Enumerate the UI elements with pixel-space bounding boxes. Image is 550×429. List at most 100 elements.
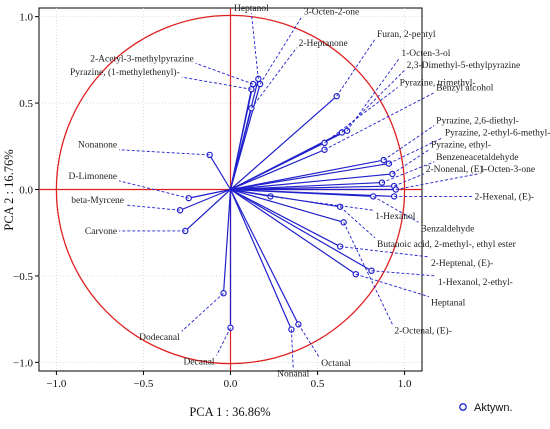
label-leader [371, 270, 436, 277]
label-leader [336, 38, 376, 97]
loading-vector [230, 188, 344, 223]
loading-vector [230, 173, 393, 191]
label-leader [181, 292, 224, 332]
point-label: 2-Acetyl-3-methylpyrazine [90, 54, 193, 64]
point-label: 1-Hexanol [375, 212, 415, 222]
legend-marker [459, 403, 467, 411]
label-leader [373, 196, 419, 223]
loading-point [370, 193, 377, 200]
loading-vector [230, 149, 325, 191]
label-leader [181, 76, 252, 90]
y-axis-title: PCA 2 : 16.76% [2, 149, 16, 230]
label-leader [195, 62, 254, 85]
label-leader [381, 161, 435, 184]
label-leader [118, 180, 189, 199]
loading-vector [230, 181, 382, 191]
loading-vector [230, 188, 372, 272]
label-leader [119, 149, 210, 156]
loading-vector [188, 188, 231, 199]
y-tick-label: 0.5 [19, 98, 33, 110]
label-leader [355, 273, 430, 298]
loading-vector [230, 142, 325, 191]
point-label: 1-Hexanol, 2-ethyl- [438, 278, 513, 288]
point-label: 1-Octen-3-one [480, 165, 535, 175]
point-label: Octanal [321, 359, 351, 369]
x-tick-label: −1.0 [46, 378, 66, 390]
label-leader [216, 327, 231, 356]
label-leader [383, 125, 435, 161]
point-label: Nonanal [277, 370, 310, 380]
point-labels: Heptanol 3-Octen-2-one 2-Heptanone 2-Acetyl… [69, 4, 550, 379]
point-label: 2-Nonenal, (E)- [426, 164, 486, 175]
point-label: 2-Heptenal, (E)- [431, 258, 493, 269]
point-label: D-Limonene [69, 172, 118, 182]
point-label: Pyrazine, ethyl- [431, 141, 491, 151]
loading-vector [222, 189, 232, 294]
x-tick-label: 1.0 [398, 378, 412, 390]
legend: Aktywn. [459, 402, 513, 414]
loading-vector [230, 188, 341, 248]
point-label: Pyrazine, trimethyl- [400, 79, 476, 89]
point-label: beta-Myrcene [71, 196, 124, 206]
x-axis-title: PCA 1 : 36.86% [189, 405, 270, 419]
loading-vector [230, 162, 390, 191]
point-label: Benzeneacetaldehyde [436, 153, 518, 163]
label-leaders [118, 13, 478, 368]
label-leader [250, 13, 259, 79]
point-label: Pyrazine, 2-ethyl-6-methyl- [445, 129, 550, 139]
loading-vector [229, 189, 292, 330]
label-leader [324, 87, 398, 144]
label-leader [339, 206, 376, 239]
label-leader [395, 173, 478, 190]
label-leader [393, 173, 424, 187]
x-tick-label: −0.5 [133, 378, 153, 390]
loading-vector [229, 189, 299, 325]
point-label: Decanal [183, 357, 214, 367]
loading-vector [230, 95, 338, 190]
point-label: Heptanal [431, 299, 466, 309]
y-tick-label: −0.5 [13, 271, 33, 283]
point-label: Furan, 2-pentyl [377, 30, 436, 40]
loading-vector [230, 188, 341, 208]
loading-vector [230, 159, 384, 191]
x-tick-label: 0.5 [311, 378, 325, 390]
y-tick-labels: −1.0 −0.5 0.0 0.5 1.0 [13, 12, 39, 369]
point-label: 2-Hexenal, (E)- [474, 191, 534, 202]
point-label: Pyrazine, (1-methylethenyl)- [70, 67, 180, 78]
point-label: 2,3-Dimethyl-5-ethylpyrazine [407, 61, 521, 71]
label-leader [270, 195, 374, 211]
label-leader [251, 47, 298, 109]
x-tick-label: 0.0 [224, 378, 238, 390]
label-leader [324, 92, 435, 151]
loading-vector [209, 154, 232, 190]
label-leader [343, 222, 393, 325]
point-label: Heptanol [234, 4, 269, 14]
point-label: 3-Octen-2-one [304, 8, 359, 18]
label-leader [392, 149, 430, 175]
point-label: Butanoic acid, 2-methyl-, ethyl ester [377, 240, 517, 250]
point-label: 2-Heptanone [299, 39, 348, 49]
y-tick-label: −1.0 [13, 357, 33, 369]
loading-point [340, 219, 347, 226]
point-label: Dodecanal [139, 333, 180, 343]
point-label: Benzaldehyde [421, 224, 475, 234]
loading-vector [230, 189, 357, 275]
legend-label: Aktywn. [474, 402, 513, 414]
x-tick-labels: −1.0 −0.5 0.0 0.5 1.0 [46, 371, 412, 390]
point-label: 1-Octen-3-ol [401, 49, 450, 59]
point-label: Pyrazine, 2,6-diethyl- [436, 117, 519, 127]
loading-vector [230, 188, 374, 198]
point-label: Benzyl alcohol [436, 84, 494, 94]
loading-vector [179, 188, 231, 211]
label-leader [290, 329, 294, 368]
loading-vector [229, 89, 252, 190]
label-leader [298, 324, 320, 358]
y-tick-label: 1.0 [19, 12, 33, 24]
point-label: Carvone [85, 227, 117, 237]
y-tick-label: 0.0 [19, 185, 33, 197]
loading-vector [184, 189, 231, 232]
label-leader [126, 204, 181, 211]
label-leader [259, 16, 303, 85]
point-label: Nonanone [78, 141, 117, 151]
